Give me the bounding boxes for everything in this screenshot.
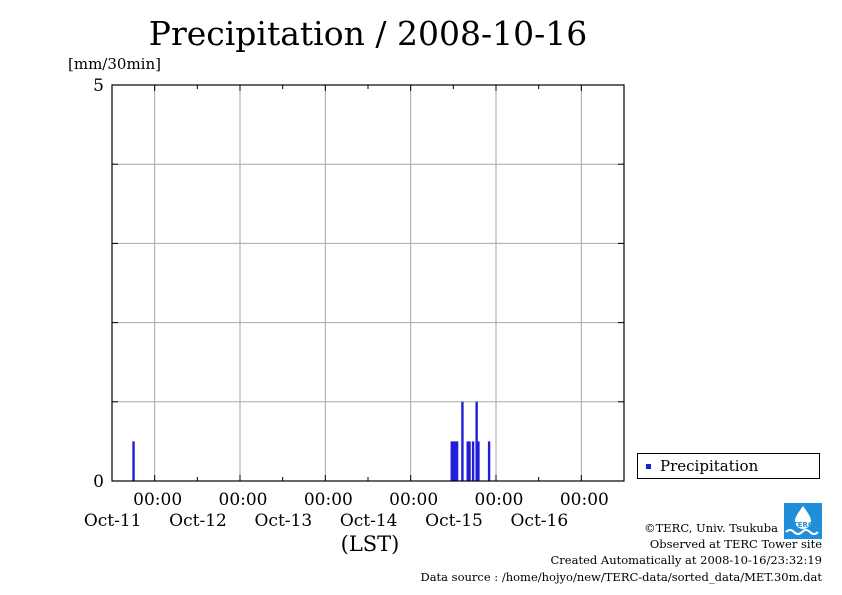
x-tick-time-label: 00:00 — [303, 490, 353, 510]
x-tick-time-label: 00:00 — [474, 490, 524, 510]
legend-label: Precipitation — [660, 457, 759, 475]
precipitation-bar — [450, 441, 453, 481]
y-axis-unit: [mm/30min] — [68, 55, 161, 73]
plot-frame — [111, 84, 625, 482]
x-tick-date-label: Oct-12 — [169, 511, 227, 531]
y-tick-label-zero: 0 — [93, 472, 104, 492]
x-tick-time-label: 00:00 — [218, 490, 268, 510]
precipitation-bar — [454, 441, 457, 481]
x-tick-date-label: Oct-13 — [254, 511, 313, 531]
x-tick-date-label: Oct-15 — [425, 511, 483, 531]
precipitation-bar — [477, 441, 480, 481]
x-tick-time-label: 00:00 — [133, 490, 183, 510]
credit-site: Observed at TERC Tower site — [649, 537, 822, 552]
chart-title: Precipitation / 2008-10-16 — [148, 14, 588, 53]
x-tick-time-label: 00:00 — [559, 490, 609, 510]
precipitation-bar — [487, 441, 491, 481]
credits: ©TERC, Univ. Tsukuba Observed at TERC To… — [420, 520, 822, 585]
legend-swatch — [646, 463, 651, 469]
x-axis-label: (LST) — [340, 532, 400, 556]
precipitation-bar — [452, 441, 455, 481]
precipitation-bar — [475, 401, 478, 481]
precipitation-bar — [471, 441, 475, 481]
x-tick-date-label: Oct-11 — [83, 511, 142, 531]
svg-text:TERC: TERC — [793, 521, 813, 529]
terc-logo: TERC — [784, 503, 822, 539]
precipitation-bar — [468, 441, 471, 481]
credit-created: Created Automatically at 2008-10-16/23:3… — [550, 553, 823, 568]
y-tick-label-max: 5 — [93, 76, 104, 96]
precipitation-bar — [132, 441, 135, 481]
credit-copyright: ©TERC, Univ. Tsukuba — [644, 521, 778, 535]
x-tick-time-label: 00:00 — [389, 490, 439, 510]
credit-source: Data source : /home/hojyo/new/TERC-data/… — [420, 569, 822, 584]
x-tick-date-label: Oct-16 — [510, 511, 569, 531]
precipitation-bar — [455, 441, 459, 481]
x-tick-date-label: Oct-14 — [339, 511, 398, 531]
precipitation-bar — [466, 441, 469, 481]
precipitation-bar — [461, 401, 464, 481]
legend: Precipitation — [637, 453, 820, 479]
